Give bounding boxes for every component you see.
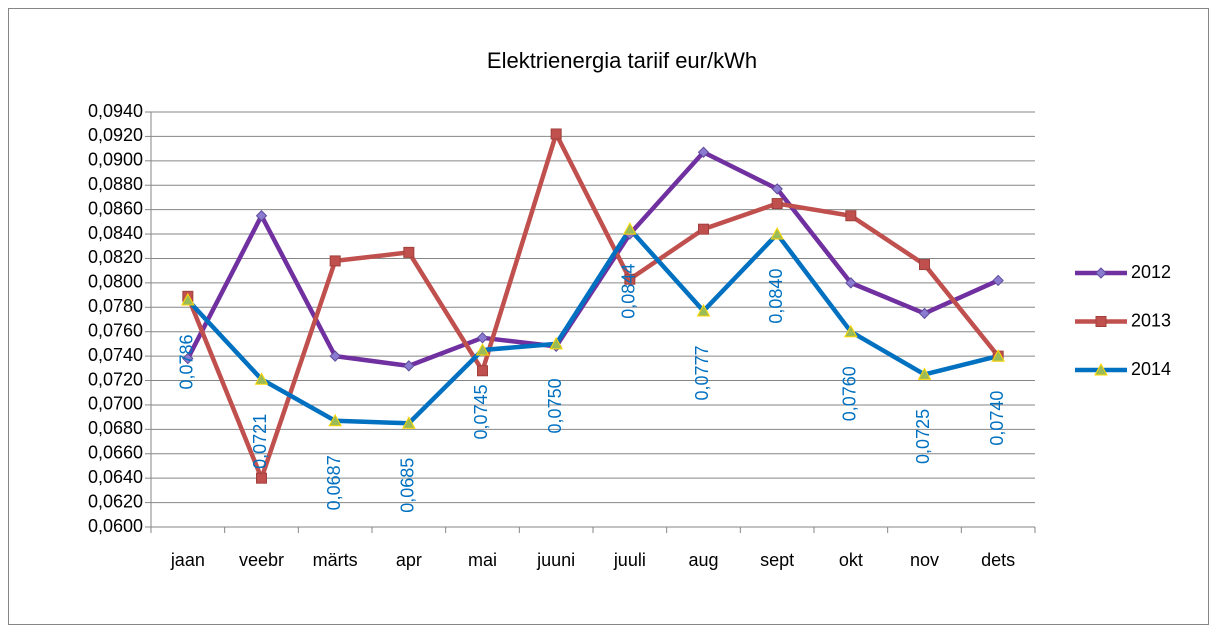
y-tick-label: 0,0720 bbox=[88, 369, 143, 389]
legend-label: 2014 bbox=[1131, 359, 1171, 379]
data-label: 0,0725 bbox=[913, 409, 933, 464]
point-marker bbox=[919, 259, 930, 271]
x-tick-label: sept bbox=[760, 550, 794, 570]
x-tick-label: okt bbox=[839, 550, 863, 570]
point-marker bbox=[329, 350, 341, 362]
y-tick-label: 0,0940 bbox=[88, 101, 143, 121]
point-marker bbox=[328, 413, 343, 427]
series-line bbox=[186, 226, 999, 426]
y-tick-label: 0,0700 bbox=[88, 394, 143, 414]
data-label: 0,0740 bbox=[987, 391, 1007, 446]
point-marker bbox=[1095, 316, 1107, 327]
point-marker bbox=[918, 307, 931, 320]
data-label: 0,0786 bbox=[177, 334, 197, 389]
point-marker bbox=[624, 273, 636, 285]
point-marker bbox=[770, 227, 785, 240]
x-tick-label: juuli bbox=[613, 550, 646, 570]
point-marker bbox=[476, 332, 489, 344]
x-tick-label: aug bbox=[688, 550, 718, 570]
point-marker bbox=[1094, 362, 1108, 376]
y-tick-label: 0,0740 bbox=[88, 345, 143, 365]
x-tick-label: dets bbox=[981, 550, 1015, 570]
y-tick-label: 0,0660 bbox=[88, 443, 143, 463]
chart-frame bbox=[8, 8, 1209, 625]
data-label: 0,0685 bbox=[398, 458, 418, 513]
data-label: 0,0760 bbox=[840, 366, 860, 421]
data-label: 0,0687 bbox=[324, 455, 344, 510]
chart-title: Elektrienergia tariif eur/kWh bbox=[487, 48, 757, 73]
point-marker bbox=[696, 303, 711, 317]
point-marker bbox=[256, 472, 267, 484]
point-marker bbox=[475, 342, 490, 356]
data-label: 0,0745 bbox=[471, 384, 491, 439]
y-tick-label: 0,0860 bbox=[88, 198, 143, 218]
y-tick-label: 0,0680 bbox=[88, 418, 143, 438]
y-tick-label: 0,0880 bbox=[88, 174, 143, 194]
y-tick-label: 0,0600 bbox=[88, 516, 143, 536]
point-marker bbox=[477, 365, 488, 377]
point-marker bbox=[403, 360, 415, 372]
x-tick-label: apr bbox=[396, 550, 422, 570]
legend-label: 2012 bbox=[1131, 262, 1171, 282]
x-tick-label: mai bbox=[468, 550, 497, 570]
data-label: 0,0750 bbox=[545, 378, 565, 433]
y-tick-label: 0,0640 bbox=[88, 467, 143, 487]
point-marker bbox=[845, 210, 857, 222]
point-marker bbox=[917, 367, 932, 380]
y-tick-label: 0,0780 bbox=[88, 296, 143, 316]
point-marker bbox=[1095, 267, 1107, 279]
point-marker bbox=[845, 277, 857, 289]
data-label: 0,0840 bbox=[766, 269, 786, 324]
point-marker bbox=[992, 274, 1004, 287]
y-tick-label: 0,0760 bbox=[88, 320, 143, 340]
x-tick-label: märts bbox=[313, 550, 358, 570]
y-tick-label: 0,0820 bbox=[88, 247, 143, 267]
point-marker bbox=[550, 128, 562, 140]
y-tick-label: 0,0840 bbox=[88, 223, 143, 243]
point-marker bbox=[401, 416, 416, 429]
point-marker bbox=[698, 223, 709, 235]
point-marker bbox=[843, 324, 858, 338]
point-marker bbox=[697, 146, 710, 158]
x-tick-label: jaan bbox=[170, 550, 205, 570]
point-marker bbox=[771, 183, 783, 195]
point-marker bbox=[622, 222, 637, 235]
x-tick-label: veebr bbox=[239, 550, 284, 570]
legend-label: 2013 bbox=[1131, 310, 1171, 330]
point-marker bbox=[254, 372, 269, 385]
point-marker bbox=[182, 352, 194, 365]
y-tick-label: 0,0620 bbox=[88, 491, 143, 511]
point-marker bbox=[255, 210, 268, 222]
point-marker bbox=[991, 349, 1006, 362]
series-line bbox=[185, 131, 1000, 481]
data-label: 0,0721 bbox=[250, 414, 270, 469]
y-tick-label: 0,0900 bbox=[88, 150, 143, 170]
x-tick-label: nov bbox=[910, 550, 939, 570]
data-label: 0,0777 bbox=[692, 345, 712, 400]
y-tick-label: 0,0800 bbox=[88, 272, 143, 292]
y-tick-label: 0,0920 bbox=[88, 125, 143, 145]
point-marker bbox=[180, 292, 195, 306]
x-tick-label: juuni bbox=[536, 550, 575, 570]
data-label: 0,0844 bbox=[619, 264, 639, 319]
point-marker bbox=[403, 246, 415, 258]
point-marker bbox=[329, 255, 341, 267]
point-marker bbox=[771, 198, 783, 210]
point-marker bbox=[549, 336, 564, 350]
